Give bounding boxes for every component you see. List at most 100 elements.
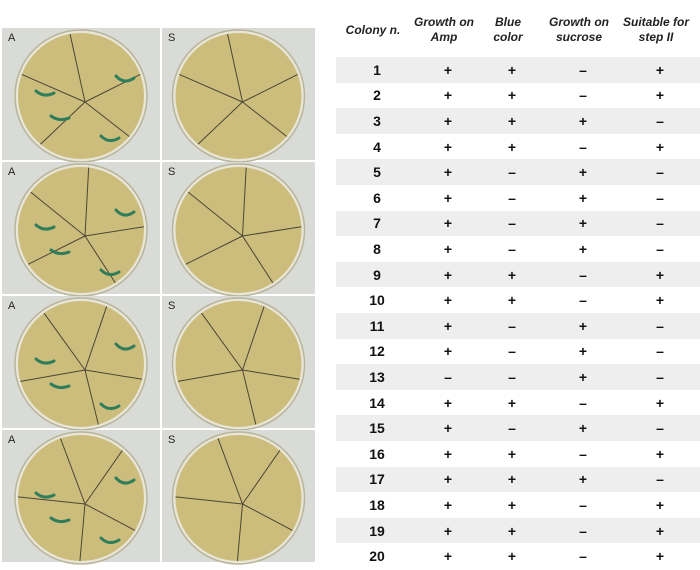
colony-number: 1 (373, 61, 381, 78)
blue-colony-streak (114, 74, 136, 83)
result-cell: + (655, 266, 665, 283)
colony-number: 8 (373, 240, 381, 257)
result-cell: – (579, 522, 587, 539)
result-cell: + (655, 292, 665, 309)
sector-line (242, 74, 298, 103)
result-cell: – (656, 471, 664, 488)
sector-line (242, 306, 265, 371)
colony-number: 16 (369, 445, 385, 462)
result-cell: – (656, 112, 664, 129)
sector-line (242, 101, 288, 137)
result-cell: + (507, 112, 517, 129)
colony-number: 11 (369, 317, 385, 334)
table-row: 11 + – + – (336, 313, 700, 339)
blue-colony-streak (34, 357, 56, 365)
table-row: 13 – – + – (336, 364, 700, 390)
colony-number: 5 (373, 164, 381, 181)
result-cell: + (507, 266, 517, 283)
sector-line (27, 235, 86, 265)
sector-line (236, 503, 243, 562)
sector-line (30, 191, 86, 237)
result-cell: + (443, 61, 453, 78)
panel-label: A (8, 300, 16, 312)
result-cell: + (578, 215, 588, 232)
blue-colony-streak (114, 342, 136, 351)
sector-line (69, 33, 86, 103)
sector-line (242, 503, 293, 531)
panel-label: S (168, 166, 175, 178)
blue-colony-streak (99, 536, 121, 545)
result-cell: + (578, 112, 588, 129)
panel-label: S (168, 300, 175, 312)
result-cell: + (507, 445, 517, 462)
colony-number: 3 (373, 112, 381, 129)
sector-line (242, 167, 247, 237)
result-cell: + (507, 496, 517, 513)
result-cell: – (579, 548, 587, 565)
result-cell: – (656, 164, 664, 181)
result-cell: + (443, 138, 453, 155)
blue-colony-streak (49, 382, 71, 390)
plate-photos: A S A S A S A S (2, 28, 315, 565)
colony-number: 12 (369, 343, 385, 360)
result-cell: – (579, 496, 587, 513)
result-cell: – (579, 266, 587, 283)
result-cell: + (507, 522, 517, 539)
result-cell: – (656, 240, 664, 257)
sector-line (201, 312, 243, 371)
result-cell: – (579, 292, 587, 309)
table-row: 10 + + – + (336, 287, 700, 313)
blue-colony-streak (114, 476, 136, 485)
result-cell: + (443, 471, 453, 488)
result-cell: + (578, 240, 588, 257)
colony-number: 10 (369, 292, 385, 309)
sector-line (197, 101, 243, 145)
panel-label: S (168, 434, 175, 446)
result-cell: + (578, 164, 588, 181)
result-cell: + (655, 87, 665, 104)
table-row: 1 + + – + (336, 57, 700, 83)
colony-number: 17 (369, 471, 385, 488)
column-header: Growth on sucrose (549, 15, 609, 44)
result-cell: + (443, 496, 453, 513)
result-cell: + (443, 87, 453, 104)
agar (18, 167, 144, 293)
blue-colony-streak (34, 491, 56, 499)
result-cell: + (507, 138, 517, 155)
colony-number: 20 (369, 548, 385, 565)
result-cell: – (656, 343, 664, 360)
blue-colony-streak (114, 208, 136, 217)
colony-number: 14 (369, 394, 385, 411)
table-row: 5 + – + – (336, 159, 700, 185)
panel-label: A (8, 166, 16, 178)
result-cell: + (507, 548, 517, 565)
result-cell: – (444, 368, 452, 385)
result-cell: + (507, 471, 517, 488)
table-row: 8 + – + – (336, 236, 700, 262)
result-cell: – (579, 394, 587, 411)
result-cell: – (656, 317, 664, 334)
table-row: 4 + + – + (336, 133, 700, 160)
blue-colony-streak (99, 268, 121, 277)
result-cell: + (443, 240, 453, 257)
result-cell: + (578, 368, 588, 385)
result-cell: + (443, 164, 453, 181)
table-row: 16 + + – + (336, 441, 700, 467)
sector-line (84, 503, 136, 531)
colony-number: 9 (373, 266, 381, 283)
result-cell: – (508, 189, 516, 206)
agar (175, 167, 302, 293)
sector-line (242, 226, 302, 237)
table-row: 3 + + + – (336, 108, 700, 134)
column-header: Growth on Amp (414, 15, 474, 44)
blue-colony-streak (49, 516, 71, 524)
blue-colony-streak (34, 223, 56, 231)
result-cell: + (443, 215, 453, 232)
result-cell: – (579, 87, 587, 104)
result-cell: + (443, 343, 453, 360)
blue-colony-streak (34, 89, 56, 97)
result-cell: + (655, 496, 665, 513)
sector-line (242, 450, 281, 505)
colony-number: 7 (373, 215, 381, 232)
